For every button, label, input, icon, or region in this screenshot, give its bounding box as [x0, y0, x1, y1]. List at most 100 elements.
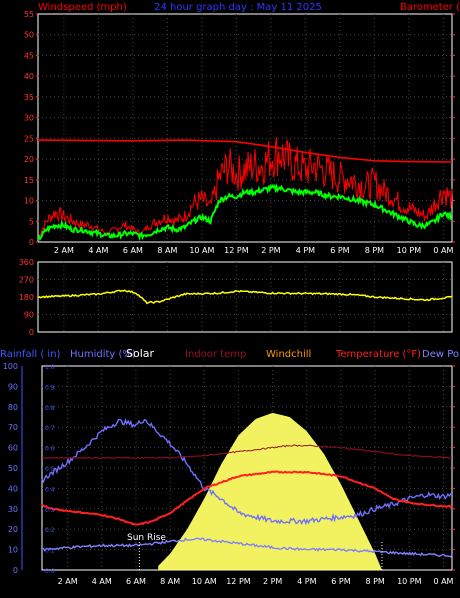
wind-x-tick: 2 AM [54, 246, 74, 255]
humidity-y-tick: 60 [8, 444, 18, 453]
rain-y-tick: 1.0 [45, 364, 55, 371]
wind-y-tick: 15 [24, 176, 34, 185]
direction-y-tick: 360 [19, 258, 34, 267]
wind-plot-frame [37, 13, 453, 243]
wind-grid [38, 14, 452, 242]
rain-y-tick: 0.7 [45, 425, 55, 432]
temp-x-tick-labels: 2 AM 4 AM 6 AM 8 AM 10 AM 12 PM 2 PM 4 PM 6 PM 8 … [58, 577, 454, 586]
humidity-y-tick: 80 [8, 403, 18, 412]
wind-y-tick: 55 [24, 10, 34, 19]
wind-y-tick: 40 [24, 72, 34, 81]
rain-y-tick: 0.2 [45, 527, 55, 534]
rain-y-tick: 0.0 [45, 568, 55, 575]
wind-y-tick: 25 [24, 134, 34, 143]
legend-temperature: Temperature (°F) [335, 349, 421, 360]
wind-x-tick-labels: 2 AM 4 AM 6 AM 8 AM 10 AM 12 PM 2 PM 4 PM 6 PM 8 … [54, 246, 454, 255]
wind-y-tick: 20 [24, 155, 34, 164]
temperature-line [41, 470, 453, 526]
humidity-line [41, 418, 453, 526]
wind-y-tick-labels: 0 5 10 15 20 25 30 35 40 45 50 55 [24, 10, 455, 247]
wind-x-tick: 4 AM [88, 246, 108, 255]
indoor-temp-line [41, 444, 453, 460]
rain-y-tick: 0.1 [45, 548, 55, 555]
wind-average-line [37, 183, 453, 241]
rain-y-tick: 0.5 [45, 466, 55, 473]
humidity-y-tick: 70 [8, 423, 18, 432]
direction-y-tick: 90 [24, 311, 34, 320]
temp-x-tick: 12 PM [226, 577, 251, 586]
rain-y-tick: 0.4 [45, 486, 55, 493]
wind-x-tick: 10 AM [189, 246, 214, 255]
rain-y-tick: 0.9 [45, 384, 55, 391]
humidity-y-tick: 100 [3, 362, 18, 371]
humidity-y-tick: 40 [8, 484, 18, 493]
wind-x-tick: 0 AM [433, 246, 453, 255]
temperature-humidity-chart: Rainfall ( in) Humidity (%) Solar Indoor… [0, 347, 459, 586]
wind-y-tick: 10 [24, 197, 34, 206]
temp-x-tick: 0 AM [433, 577, 453, 586]
wind-direction-chart: 0 90 180 270 360 [19, 258, 453, 337]
wind-direction-line [37, 289, 453, 305]
wind-y-tick: 30 [24, 114, 34, 123]
temp-x-tick: 4 PM [297, 577, 316, 586]
wind-x-tick: 10 PM [397, 246, 422, 255]
humidity-y-tick: 30 [8, 505, 18, 514]
temp-x-tick: 10 AM [192, 577, 217, 586]
humidity-y-tick: 20 [8, 525, 18, 534]
temp-x-tick: 8 PM [365, 577, 384, 586]
legend-humidity: Humidity (%) [70, 349, 136, 360]
barometer-line [37, 139, 453, 163]
wind-series [37, 137, 453, 241]
humidity-y-tick: 90 [8, 382, 18, 391]
rain-tick-labels: 0.0 0.1 0.2 0.3 0.4 0.5 0.6 0.7 0.8 0.9 1.0 [45, 364, 55, 575]
temp-x-tick: 6 PM [331, 577, 350, 586]
legend-dew-point: Dew Po [422, 349, 459, 360]
temp-x-tick: 8 AM [160, 577, 180, 586]
legend-windchill: Windchill [266, 349, 311, 360]
temp-y-tick-labels: 0 10 20 30 40 50 60 70 80 90 100 [3, 362, 455, 575]
temp-x-tick: 2 PM [263, 577, 282, 586]
humidity-y-tick: 0 [13, 566, 18, 575]
wind-x-tick: 6 AM [123, 246, 143, 255]
rain-y-tick: 0.6 [45, 446, 55, 453]
windspeed-line [37, 137, 453, 239]
wind-x-tick: 8 PM [365, 246, 384, 255]
direction-plot-frame [37, 261, 453, 333]
humidity-y-tick: 10 [8, 546, 18, 555]
direction-y-tick: 0 [29, 328, 34, 337]
temp-x-tick: 6 AM [126, 577, 146, 586]
wind-x-tick: 8 AM [157, 246, 177, 255]
sunset-label: Sun Set [372, 533, 407, 543]
wind-y-tick: 35 [24, 93, 34, 102]
rain-y-tick: 0.3 [45, 507, 55, 514]
temp-series [41, 413, 453, 570]
wind-barometer-chart: 0 5 10 15 20 25 30 35 40 45 50 55 2 AM 4 AM 6 AM 8 AM 1… [24, 2, 460, 255]
chart-title: 24 hour graph day : May 11 2025 [154, 2, 322, 13]
barometer-axis-label: Barometer ( [400, 2, 460, 13]
wind-x-tick: 4 PM [296, 246, 315, 255]
humidity-y-tick: 50 [8, 464, 18, 473]
wind-y-tick: 45 [24, 51, 34, 60]
wind-y-tick: 5 [29, 217, 34, 226]
temp-x-tick: 2 AM [58, 577, 78, 586]
legend-solar: Solar [126, 347, 155, 360]
solar-area [158, 413, 382, 570]
temp-x-tick: 10 PM [397, 577, 422, 586]
wind-y-tick: 0 [29, 238, 34, 247]
wind-x-tick: 6 PM [330, 246, 349, 255]
sun-annotations: Sun Rise Sun Set [127, 533, 407, 570]
wind-x-tick: 12 PM [224, 246, 249, 255]
wind-x-tick: 2 PM [261, 246, 280, 255]
direction-y-tick: 180 [19, 293, 34, 302]
legend-indoor-temp: Indoor temp [185, 349, 246, 360]
rain-y-tick: 0.8 [45, 405, 55, 412]
wind-y-tick: 50 [24, 31, 34, 40]
direction-y-tick-labels: 0 90 180 270 360 [19, 258, 34, 337]
legend-rainfall: Rainfall ( in) [0, 349, 61, 360]
direction-y-tick: 270 [19, 276, 34, 285]
direction-grid [38, 262, 452, 332]
temp-x-tick: 4 AM [92, 577, 112, 586]
sunrise-label: Sun Rise [127, 533, 166, 543]
wind-axis-label: Windspeed (mph) [38, 2, 127, 13]
